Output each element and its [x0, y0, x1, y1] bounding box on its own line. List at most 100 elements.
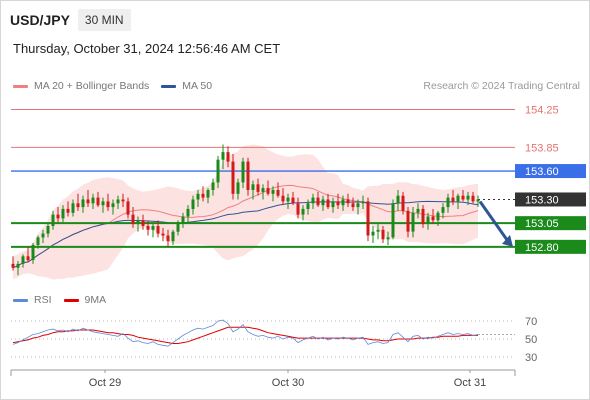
- candle-body: [296, 203, 300, 215]
- candle-body: [341, 199, 345, 206]
- candle-body: [51, 214, 55, 226]
- level-label-153-05: 153.05: [525, 218, 559, 230]
- candle-body: [351, 203, 355, 208]
- legend-swatch-9ma: [63, 298, 79, 302]
- candle-body: [246, 161, 250, 190]
- title-row: USD/JPY 30 MIN: [10, 8, 131, 32]
- timeframe-badge[interactable]: 30 MIN: [77, 9, 131, 31]
- candle-body: [356, 203, 360, 208]
- candle-body: [271, 190, 275, 194]
- candle-body: [446, 197, 450, 208]
- candle-body: [436, 212, 440, 221]
- forecast-arrow-head: [502, 234, 513, 247]
- candle-body: [426, 216, 430, 225]
- candle-body: [81, 199, 85, 208]
- candle-body: [56, 214, 60, 219]
- candle-body: [66, 208, 70, 213]
- candle-body: [136, 220, 140, 225]
- candle-body: [316, 197, 320, 206]
- candle-body: [451, 197, 455, 202]
- level-badge-153-60: [515, 164, 586, 179]
- candle-body: [111, 203, 115, 208]
- candle-body: [146, 226, 150, 230]
- candle-body: [461, 195, 465, 200]
- candle-body: [406, 210, 410, 232]
- candle-body: [391, 203, 395, 238]
- last-price-label: 153.30: [525, 194, 559, 206]
- time-axis: Oct 29 Oct 30 Oct 31: [10, 369, 516, 389]
- candle-body: [346, 199, 350, 204]
- candle-body: [431, 216, 435, 221]
- candle-body: [256, 184, 260, 192]
- candle-body: [441, 207, 445, 213]
- candle-body: [96, 197, 100, 206]
- candle-body: [171, 231, 175, 242]
- candle-body: [396, 195, 400, 204]
- candle-body: [31, 244, 35, 261]
- candle-body: [336, 201, 340, 206]
- candle-body: [221, 152, 225, 160]
- candle-body: [86, 199, 90, 204]
- candle-body: [301, 208, 305, 215]
- legend-label-rsi: RSI: [34, 294, 52, 306]
- ma50-line: [12, 200, 479, 269]
- level-badge-153-05: [515, 216, 586, 231]
- candle-body: [186, 208, 190, 217]
- candle-body: [291, 197, 295, 204]
- candle-body: [306, 203, 310, 209]
- candle-body: [471, 195, 475, 202]
- rsi-line: [12, 319, 479, 347]
- candlesticks: [11, 144, 480, 276]
- candle-body: [166, 235, 170, 242]
- candle-body: [176, 222, 180, 232]
- time-tick-label: Oct 31: [454, 377, 486, 389]
- candle-body: [181, 216, 185, 223]
- candle-body: [141, 220, 145, 226]
- time-tick-label: Oct 30: [272, 377, 304, 389]
- candle-body: [241, 161, 245, 183]
- candle-body: [366, 201, 370, 236]
- rsi-9ma-line: [12, 326, 478, 344]
- level-badge-152-80: [515, 239, 586, 254]
- level-label-152-80: 152.80: [525, 242, 559, 254]
- chart-datetime: Thursday, October 31, 2024 12:56:46 AM C…: [13, 41, 281, 56]
- candle-body: [131, 214, 135, 225]
- candle-body: [161, 233, 165, 236]
- candle-body: [116, 199, 120, 204]
- candle-body: [216, 159, 220, 183]
- source-credit: Research © 2024 Trading Central: [423, 80, 580, 92]
- candle-body: [211, 182, 215, 190]
- candle-body: [456, 195, 460, 202]
- candle-body: [156, 226, 160, 234]
- candle-body: [121, 199, 125, 202]
- candle-body: [191, 199, 195, 209]
- time-tick-label: Oct 29: [89, 377, 121, 389]
- candle-body: [196, 193, 200, 200]
- candle-body: [376, 229, 380, 232]
- price-legend: MA 20 + Bollinger Bands MA 50: [13, 80, 218, 92]
- legend-swatch-ma50: [161, 84, 177, 88]
- candle-body: [16, 263, 20, 268]
- candle-body: [11, 263, 15, 268]
- candle-body: [41, 233, 45, 238]
- candle-body: [476, 199, 480, 202]
- level-label-154-25: 154.25: [525, 104, 559, 116]
- candle-body: [251, 184, 255, 190]
- legend-label-ma50: MA 50: [182, 80, 213, 92]
- candle-body: [311, 197, 315, 204]
- legend-item-rsi: RSI: [13, 294, 52, 306]
- forecast-arrow: [478, 200, 513, 247]
- legend-item-9ma: 9MA: [63, 294, 106, 306]
- candle-body: [276, 190, 280, 196]
- rsi-legend: RSI 9MA: [13, 294, 112, 306]
- candle-body: [321, 199, 325, 206]
- candle-body: [236, 182, 240, 194]
- candle-body: [421, 208, 425, 225]
- symbol-title: USD/JPY: [10, 12, 70, 28]
- legend-item-ma20: MA 20 + Bollinger Bands: [13, 80, 149, 92]
- legend-swatch-rsi: [13, 298, 28, 302]
- candle-body: [381, 229, 385, 240]
- candle-body: [76, 203, 80, 208]
- candle-body: [281, 195, 285, 202]
